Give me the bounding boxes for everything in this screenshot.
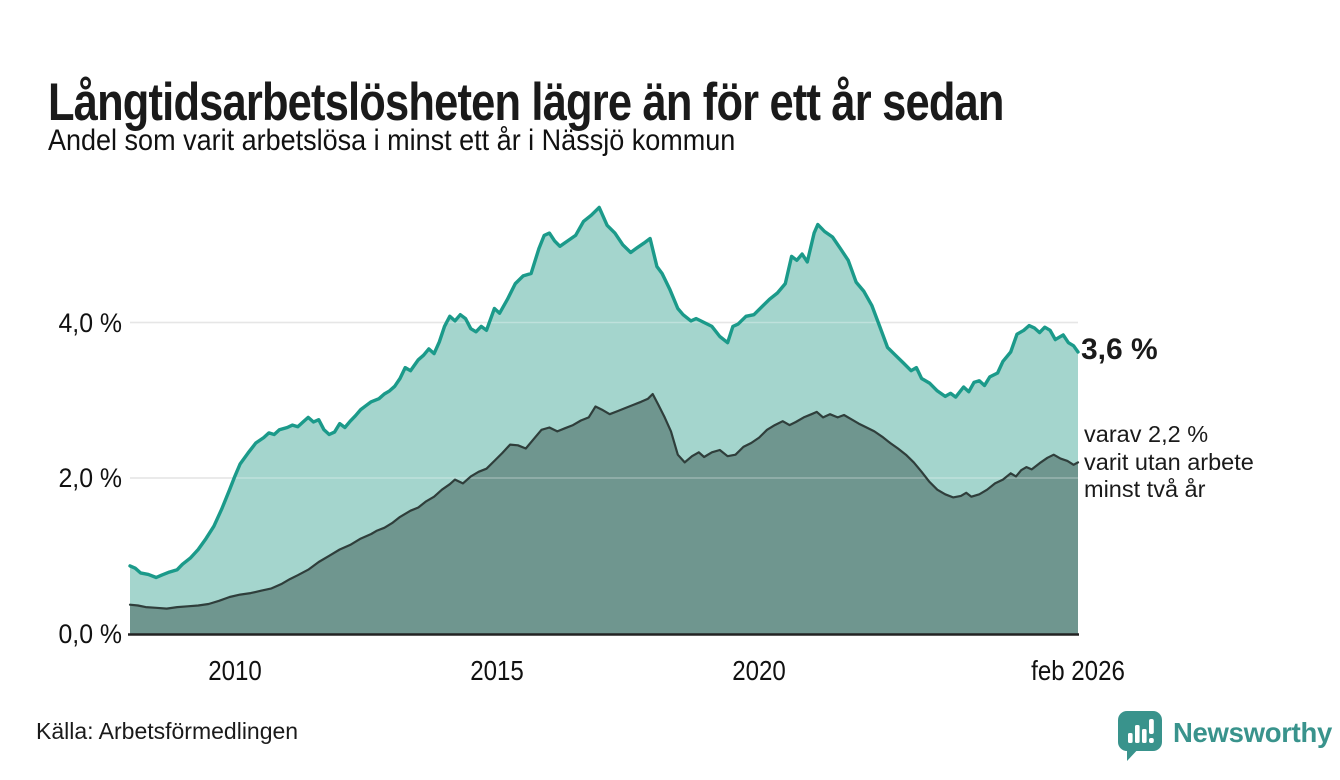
y-tick-label: 2,0 % <box>58 463 122 493</box>
line-1yr <box>128 205 1080 580</box>
newsworthy-logo: Newsworthy <box>1117 710 1332 762</box>
end-value-label: 3,6 % <box>1081 333 1158 366</box>
y-tick-label: 4,0 % <box>58 307 122 338</box>
line-2yr <box>128 392 1080 610</box>
source-note: Källa: Arbetsförmedlingen <box>36 718 299 744</box>
y-tick-label: 0,0 % <box>58 618 122 649</box>
x-tick-label: 2010 <box>208 655 262 686</box>
series2-annotation-line2: varit utan arbete <box>1084 448 1254 475</box>
gridline-overlays <box>130 321 1078 479</box>
newsworthy-wordmark: Newsworthy <box>1173 717 1332 748</box>
page-title: Långtidsarbetslösheten lägre än för ett … <box>48 72 1004 132</box>
series2-annotation-line3: minst två år <box>1084 476 1206 502</box>
series2-annotation: varav 2,2 % varit utan arbete minst två … <box>1084 421 1254 504</box>
x-tick-label: feb 2026 <box>1031 655 1125 686</box>
x-tick-label: 2020 <box>732 655 786 686</box>
page-subtitle: Andel som varit arbetslösa i minst ett å… <box>48 124 736 157</box>
series2-annotation-line1: varav 2,2 % <box>1084 421 1209 447</box>
newsworthy-bubble-chart-icon <box>1118 711 1162 761</box>
x-tick-label: 2015 <box>470 655 524 686</box>
area-fill-2yr <box>130 394 1078 634</box>
